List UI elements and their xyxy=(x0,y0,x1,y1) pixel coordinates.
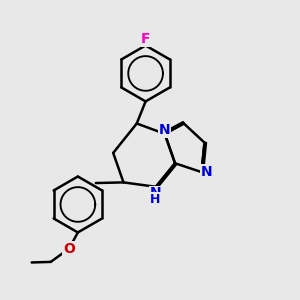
Text: O: O xyxy=(63,242,75,256)
Text: F: F xyxy=(141,32,150,46)
Text: N: N xyxy=(159,123,170,137)
Text: N: N xyxy=(149,186,161,200)
Text: N: N xyxy=(201,165,213,179)
Text: H: H xyxy=(150,193,160,206)
